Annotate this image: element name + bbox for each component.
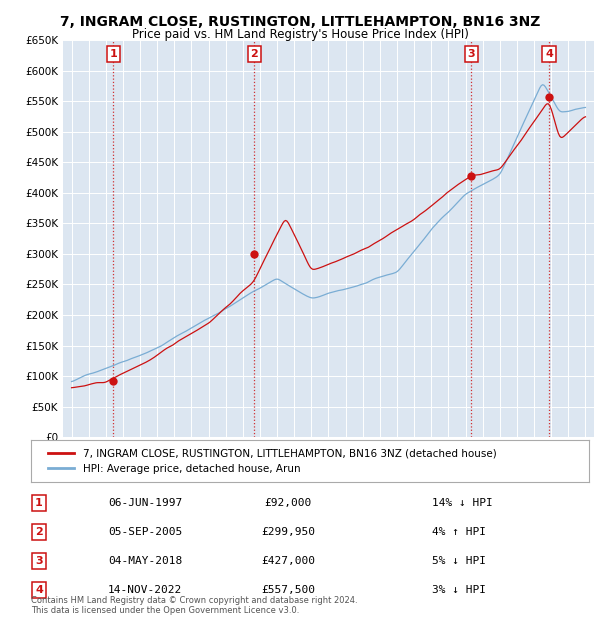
Text: £92,000: £92,000 <box>265 498 311 508</box>
Text: 3: 3 <box>35 556 43 566</box>
Text: 2: 2 <box>250 49 258 59</box>
Text: Contains HM Land Registry data © Crown copyright and database right 2024.
This d: Contains HM Land Registry data © Crown c… <box>31 596 358 615</box>
Text: £557,500: £557,500 <box>261 585 315 595</box>
Text: 14% ↓ HPI: 14% ↓ HPI <box>432 498 493 508</box>
Text: £427,000: £427,000 <box>261 556 315 566</box>
Text: 1: 1 <box>35 498 43 508</box>
Text: 05-SEP-2005: 05-SEP-2005 <box>108 527 182 537</box>
Text: 4: 4 <box>35 585 43 595</box>
Text: 3: 3 <box>467 49 475 59</box>
Text: 1: 1 <box>109 49 117 59</box>
Text: 04-MAY-2018: 04-MAY-2018 <box>108 556 182 566</box>
Text: 2: 2 <box>35 527 43 537</box>
Text: 4% ↑ HPI: 4% ↑ HPI <box>432 527 486 537</box>
Text: 3% ↓ HPI: 3% ↓ HPI <box>432 585 486 595</box>
Legend: 7, INGRAM CLOSE, RUSTINGTON, LITTLEHAMPTON, BN16 3NZ (detached house), HPI: Aver: 7, INGRAM CLOSE, RUSTINGTON, LITTLEHAMPT… <box>42 443 503 480</box>
Text: 7, INGRAM CLOSE, RUSTINGTON, LITTLEHAMPTON, BN16 3NZ: 7, INGRAM CLOSE, RUSTINGTON, LITTLEHAMPT… <box>60 16 540 30</box>
Text: 06-JUN-1997: 06-JUN-1997 <box>108 498 182 508</box>
Text: £299,950: £299,950 <box>261 527 315 537</box>
Text: 4: 4 <box>545 49 553 59</box>
Text: 14-NOV-2022: 14-NOV-2022 <box>108 585 182 595</box>
Text: 5% ↓ HPI: 5% ↓ HPI <box>432 556 486 566</box>
Text: Price paid vs. HM Land Registry's House Price Index (HPI): Price paid vs. HM Land Registry's House … <box>131 28 469 41</box>
